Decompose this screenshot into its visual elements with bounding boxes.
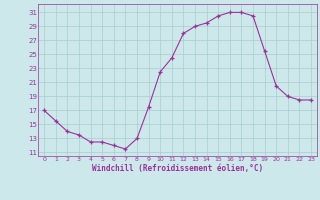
X-axis label: Windchill (Refroidissement éolien,°C): Windchill (Refroidissement éolien,°C) — [92, 164, 263, 173]
